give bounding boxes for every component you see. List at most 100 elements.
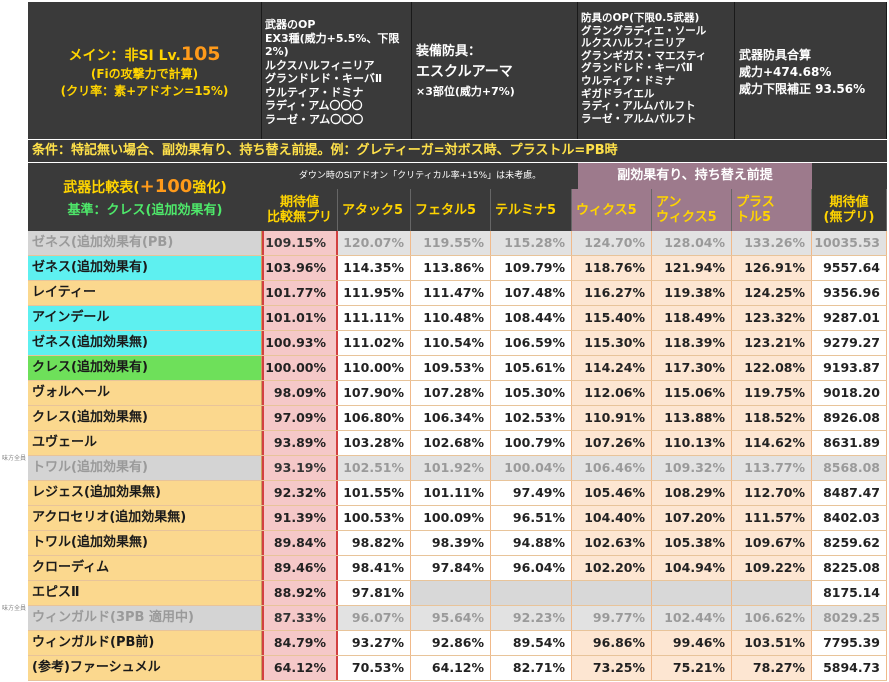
expected-ratio: 103.96% xyxy=(262,256,338,280)
col-plastor-l2: トル5 xyxy=(736,210,772,225)
value-termina: 100.79% xyxy=(491,431,572,455)
value-fetal: 101.11% xyxy=(411,481,491,505)
value-fetal: 106.34% xyxy=(411,406,491,430)
value-fetal: 98.39% xyxy=(411,531,491,555)
armor-label: 装備防具： xyxy=(416,44,482,59)
value-termina xyxy=(491,581,572,605)
value-termina: 89.54% xyxy=(491,631,572,655)
weapon-op-line: ウルティア・ドミナ xyxy=(265,85,364,99)
weapon-name: クレス(追加効果有) xyxy=(28,356,262,380)
value-plastor: 103.51% xyxy=(732,631,812,655)
label-prefix: 武器比較表( xyxy=(63,180,140,196)
weapon-op-line: 武器のOP xyxy=(265,18,316,31)
value-fetal: 119.55% xyxy=(411,231,491,255)
value-termina: 115.28% xyxy=(491,231,572,255)
value-wix: 106.46% xyxy=(572,456,652,480)
col-anwix-l1: アン xyxy=(656,195,682,210)
weapon-op-line: ルクスハルフィニリア xyxy=(265,58,375,72)
armor-cell: 装備防具： エスクルアーマ ×3部位(威力+7%) xyxy=(412,2,578,139)
value-plastor: 123.21% xyxy=(732,331,812,355)
value-attack: 98.82% xyxy=(338,531,411,555)
weapon-table: ゼネス(追加効果有(PB) 109.15% 120.07% 119.55% 115.28… xyxy=(28,231,887,681)
value-plastor: 113.77% xyxy=(732,456,812,480)
note-cell: ダウン時のSIアドオン「クリティカル率+15%」は未考慮。 xyxy=(262,163,578,189)
table-row: ゼネス(追加効果無) 100.93% 111.02% 110.54% 106.59% 11… xyxy=(28,331,887,356)
expected-ratio: 89.84% xyxy=(262,531,338,555)
col-attack-header: アタック5 xyxy=(338,189,411,231)
value-plastor: 78.27% xyxy=(732,656,812,680)
value-attack: 98.41% xyxy=(338,556,411,580)
value-anwix: 128.04% xyxy=(652,231,732,255)
col-ev-l1: 期待値 xyxy=(829,195,869,210)
value-fetal: 95.64% xyxy=(411,606,491,630)
value-wix: 115.40% xyxy=(572,306,652,330)
value-fetal: 100.09% xyxy=(411,506,491,530)
value-anwix xyxy=(652,581,732,605)
expected-value: 8175.14 xyxy=(812,581,887,605)
value-wix: 115.30% xyxy=(572,331,652,355)
value-fetal: 109.53% xyxy=(411,356,491,380)
total-cell: 武器防具合算 威力+474.68% 威力下限補正 93.56% xyxy=(735,2,887,139)
expected-value: 9557.64 xyxy=(812,256,887,280)
value-fetal: 97.84% xyxy=(411,556,491,580)
main-prefix: メイン：非SI Lv. xyxy=(68,47,181,64)
value-termina: 106.59% xyxy=(491,331,572,355)
value-fetal: 101.92% xyxy=(411,456,491,480)
expected-ratio: 89.46% xyxy=(262,556,338,580)
expected-value: 8568.08 xyxy=(812,456,887,480)
main-line3: (クリ率：素+アドオン=15%) xyxy=(60,83,229,98)
expected-ratio: 91.39% xyxy=(262,506,338,530)
weapon-name: ウィンガルド(PB前) xyxy=(28,631,262,655)
armor-op-line: 防具のOP(下限0.5武器) xyxy=(581,12,700,24)
weapon-name: (参考)ファーシュメル xyxy=(28,656,262,680)
weapon-op-line: EX3種(威力+5.5%、下限2%) xyxy=(265,31,400,59)
weapon-op-line: グランドレド・キーバⅡ xyxy=(265,72,383,85)
value-plastor xyxy=(732,581,812,605)
value-anwix: 117.30% xyxy=(652,356,732,380)
value-wix: 116.27% xyxy=(572,281,652,305)
weapon-name: ゼネス(追加効果有) xyxy=(28,256,262,280)
value-anwix: 118.39% xyxy=(652,331,732,355)
value-plastor: 109.22% xyxy=(732,556,812,580)
value-anwix: 105.38% xyxy=(652,531,732,555)
expected-value: 9287.01 xyxy=(812,306,887,330)
weapon-name: ヴォルヘール xyxy=(28,381,262,405)
table-row: ウィンガルド(3PB 適用中) 87.33% 96.07% 95.64% 92.23% 9… xyxy=(28,606,887,631)
expected-ratio: 92.32% xyxy=(262,481,338,505)
armor-op-line: ラーゼ・アルムパルフト xyxy=(581,112,697,125)
table-row: クローディム 89.46% 98.41% 97.84% 96.04% 102.20% 104… xyxy=(28,556,887,581)
value-plastor: 114.62% xyxy=(732,431,812,455)
value-attack: 120.07% xyxy=(338,231,411,255)
col-anwix-l2: ウィクス5 xyxy=(656,210,717,225)
weapon-op-cell: 武器のOP EX3種(威力+5.5%、下限2%) ルクスハルフィニリア グランドレド・… xyxy=(262,2,412,139)
value-plastor: 106.62% xyxy=(732,606,812,630)
weapon-name: ゼネス(追加効果有(PB) xyxy=(28,231,262,255)
armor-op-line: ルクスハルフィニリア xyxy=(581,37,686,50)
value-wix: 118.76% xyxy=(572,256,652,280)
table-row: トワル(追加効果無) 89.84% 98.82% 98.39% 94.88% 102.63… xyxy=(28,531,887,556)
header-filler xyxy=(812,163,887,189)
side-mark: 味方全員 xyxy=(2,605,27,612)
expected-value: 5894.73 xyxy=(812,656,887,680)
side-mark: 味方全員 xyxy=(2,455,27,462)
weapon-name: アクロセリオ(追加効果無) xyxy=(28,506,262,530)
table-row: ゼネス(追加効果有) 103.96% 114.35% 113.86% 109.79% 11… xyxy=(28,256,887,281)
value-anwix: 115.06% xyxy=(652,381,732,405)
col-ev-header: 期待値 (無プリ) xyxy=(812,189,887,231)
value-anwix: 108.29% xyxy=(652,481,732,505)
expected-ratio: 100.93% xyxy=(262,331,338,355)
table-row: トワル(追加効果有) 93.19% 102.51% 101.92% 100.04% 106… xyxy=(28,456,887,481)
value-termina: 107.48% xyxy=(491,281,572,305)
table-row: ゼネス(追加効果有(PB) 109.15% 120.07% 119.55% 115.28… xyxy=(28,231,887,256)
table-row: アインデール 101.01% 111.11% 110.48% 108.44% 115.40… xyxy=(28,306,887,331)
expected-value: 9356.96 xyxy=(812,281,887,305)
value-wix: 99.77% xyxy=(572,606,652,630)
value-anwix: 118.49% xyxy=(652,306,732,330)
value-plastor: 122.08% xyxy=(732,356,812,380)
total-line: 武器防具合算 xyxy=(739,48,812,62)
expected-ratio: 101.77% xyxy=(262,281,338,305)
value-attack: 111.95% xyxy=(338,281,411,305)
expected-value: 8259.62 xyxy=(812,531,887,555)
col-wix-header: ウィクス5 xyxy=(572,189,652,231)
value-termina: 102.53% xyxy=(491,406,572,430)
